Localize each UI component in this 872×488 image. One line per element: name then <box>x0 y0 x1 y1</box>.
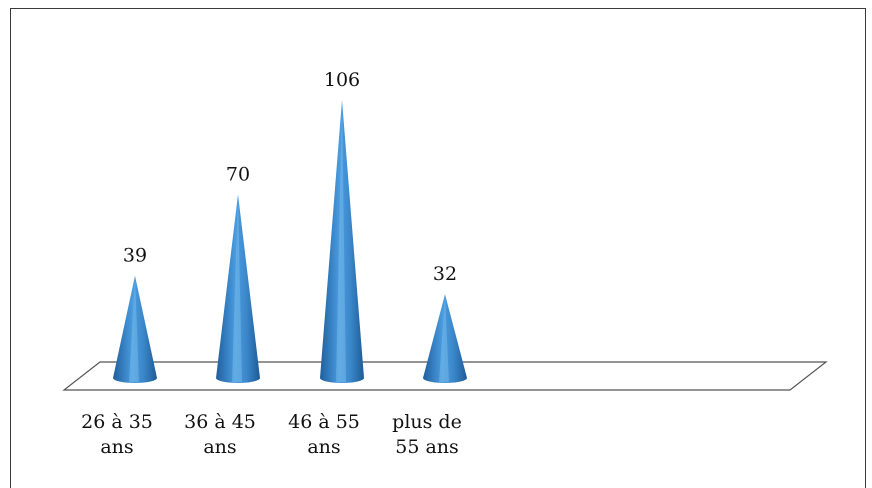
category-label-1-1: ans <box>203 436 236 458</box>
cone-0 <box>113 275 157 383</box>
cone-highlight-0 <box>129 275 139 382</box>
category-label-2-1: ans <box>307 436 340 458</box>
labels-group: 39 26 à 35 ans 70 36 à 45 ans 106 46 à 55 ans 32 p… <box>81 69 462 458</box>
cone-body-1 <box>216 194 260 383</box>
cone-body-0 <box>113 275 157 383</box>
cones-group <box>113 100 467 383</box>
value-label-2: 106 <box>324 69 360 91</box>
cone-body-3 <box>423 294 467 383</box>
cone-2 <box>320 100 364 383</box>
cone-highlight-3 <box>439 294 449 382</box>
cone-highlight-1 <box>232 194 242 382</box>
category-label-3-0: plus de <box>392 411 462 433</box>
cone-3 <box>423 294 467 383</box>
chart-floor <box>62 361 828 391</box>
value-label-0: 39 <box>123 245 147 267</box>
category-label-0-0: 26 à 35 <box>81 411 153 433</box>
cone-highlight-2 <box>336 100 346 382</box>
value-label-3: 32 <box>433 263 457 285</box>
category-label-1-0: 36 à 45 <box>184 411 256 433</box>
category-label-2-0: 46 à 55 <box>288 411 360 433</box>
category-label-3-1: 55 ans <box>395 436 459 458</box>
cone-body-2 <box>320 100 364 383</box>
cone-1 <box>216 194 260 383</box>
value-label-1: 70 <box>226 163 250 185</box>
category-label-0-1: ans <box>100 436 133 458</box>
chart-frame <box>10 8 866 488</box>
